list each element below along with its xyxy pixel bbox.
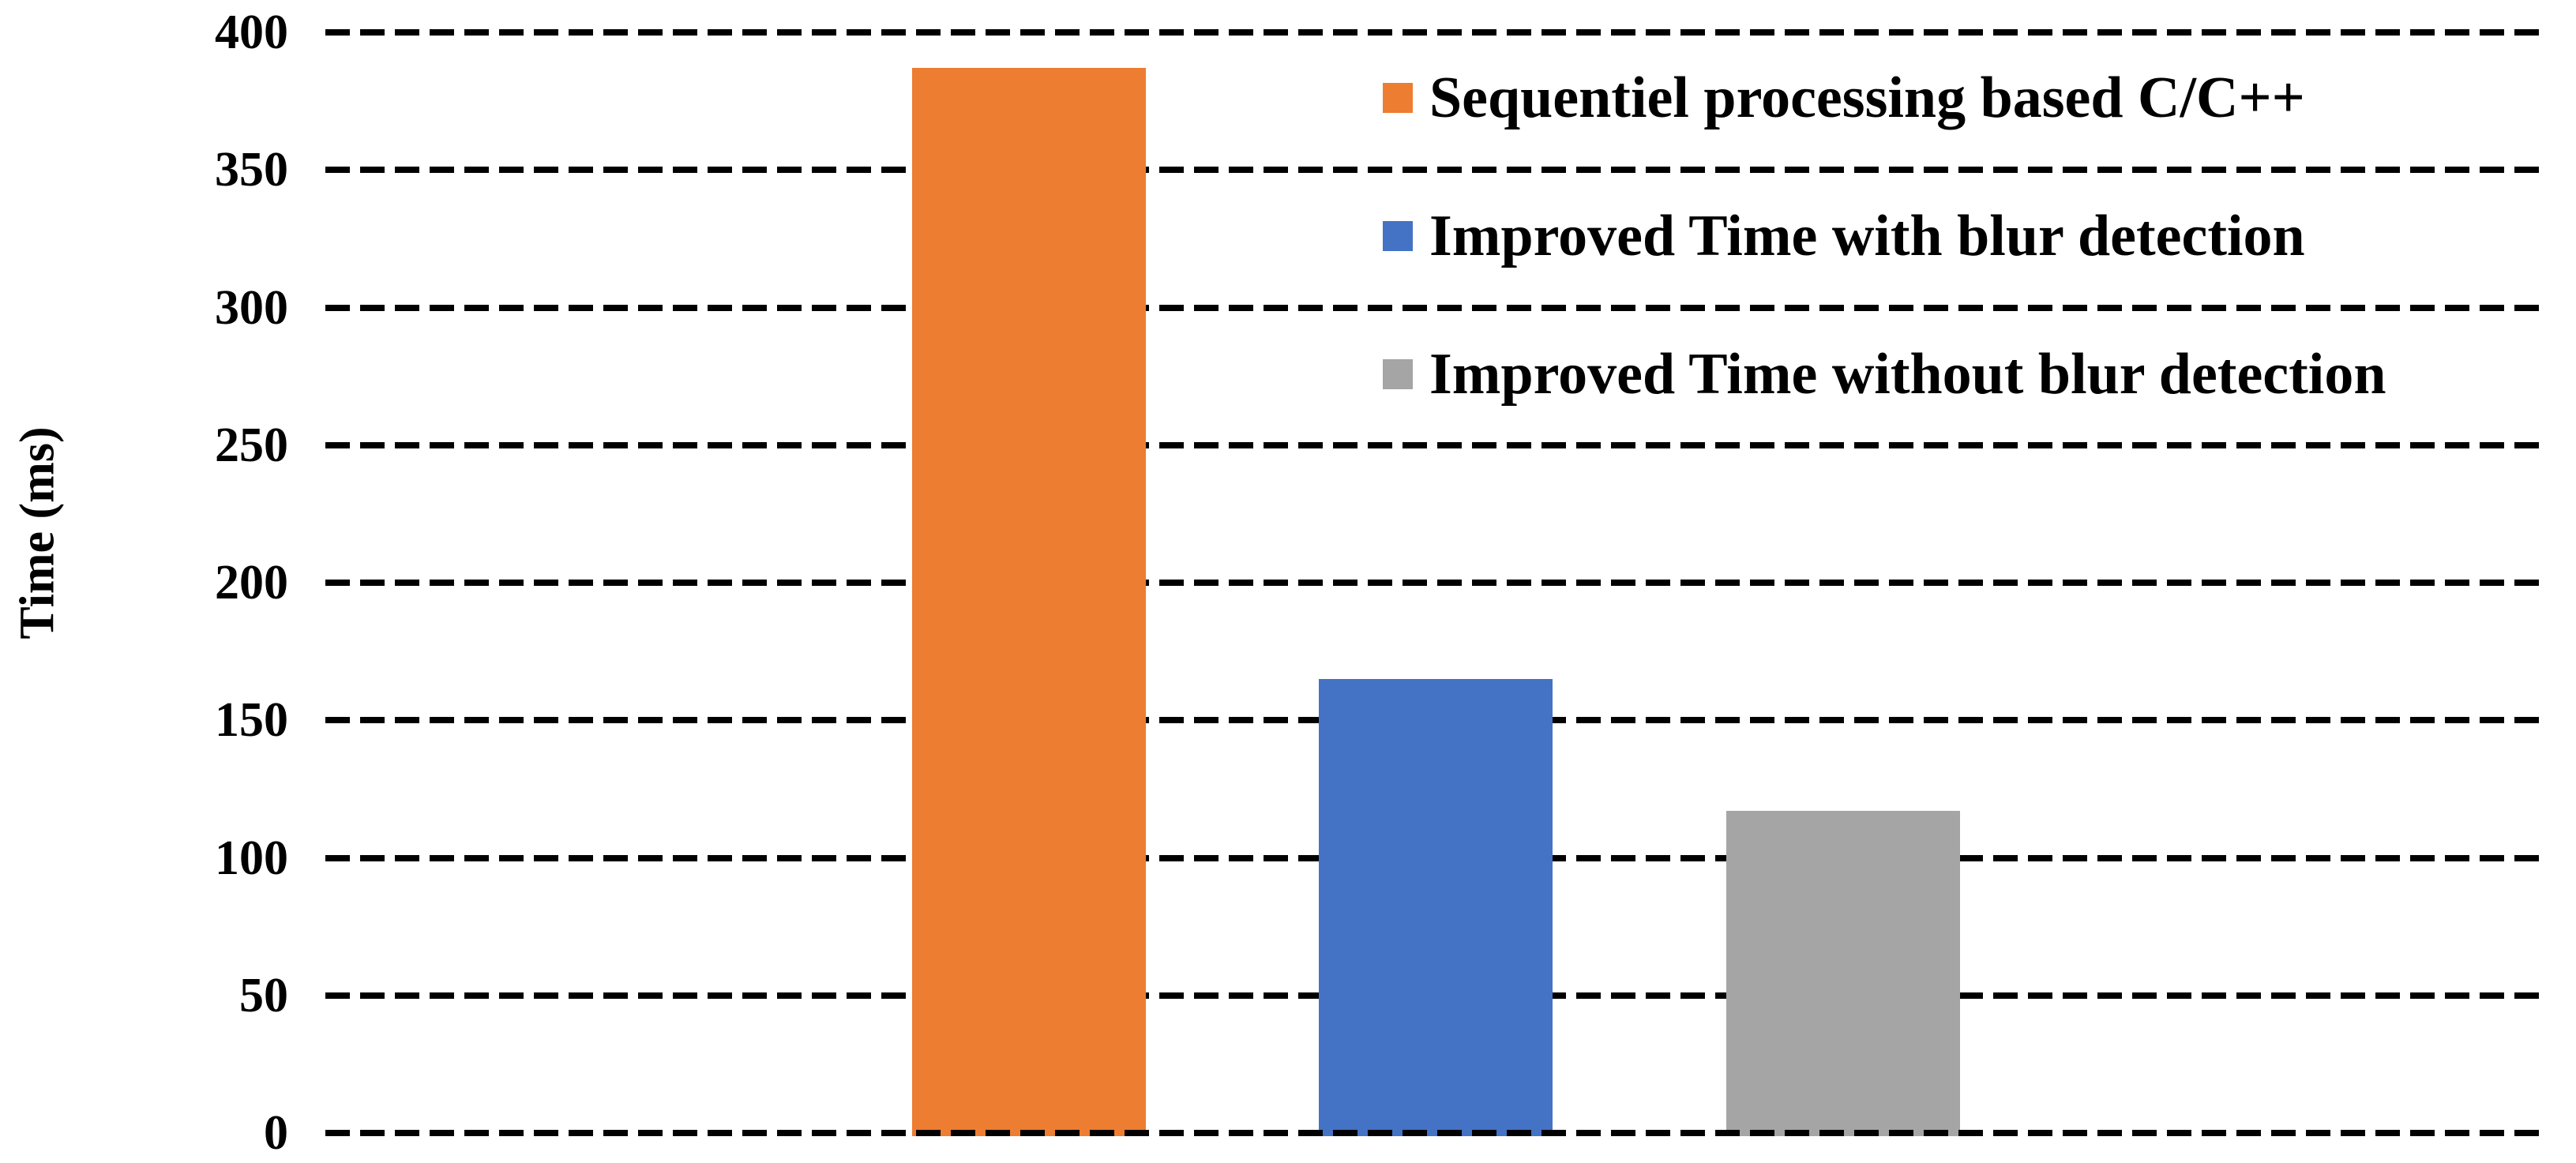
y-tick-label-300: 300	[215, 280, 288, 335]
legend-item-0: Sequentiel processing based C/C++	[1383, 62, 2305, 133]
bar-series-2	[1726, 811, 1960, 1136]
y-tick-label-400: 400	[215, 6, 288, 59]
y-tick-label-250: 250	[215, 418, 288, 472]
gridline-y-350	[325, 167, 2548, 174]
y-tick-label-100: 100	[215, 831, 288, 885]
gridline-y-200	[325, 580, 2548, 586]
y-tick-label-350: 350	[215, 143, 288, 197]
y-tick-label-50: 50	[239, 968, 288, 1022]
gridline-y-250	[325, 441, 2548, 448]
x-axis-baseline	[325, 1130, 2548, 1136]
legend-swatch-icon	[1383, 83, 1413, 113]
bar-series-1	[1319, 678, 1553, 1136]
gridline-y-300	[325, 304, 2548, 311]
y-axis-title: Time (ms)	[10, 426, 65, 640]
legend-swatch-icon	[1383, 221, 1413, 251]
legend-swatch-icon	[1383, 359, 1413, 389]
y-tick-label-0: 0	[264, 1106, 288, 1160]
gridline-y-400	[325, 29, 2548, 36]
legend-label-0: Sequentiel processing based C/C++	[1429, 66, 2305, 130]
legend-item-1: Improved Time with blur detection	[1383, 201, 2305, 272]
bar-series-0	[912, 68, 1146, 1136]
y-tick-label-150: 150	[215, 693, 288, 748]
legend-label-2: Improved Time without blur detection	[1429, 342, 2386, 407]
legend-label-1: Improved Time with blur detection	[1429, 204, 2305, 268]
legend-item-2: Improved Time without blur detection	[1383, 339, 2386, 410]
y-tick-label-200: 200	[215, 556, 288, 610]
